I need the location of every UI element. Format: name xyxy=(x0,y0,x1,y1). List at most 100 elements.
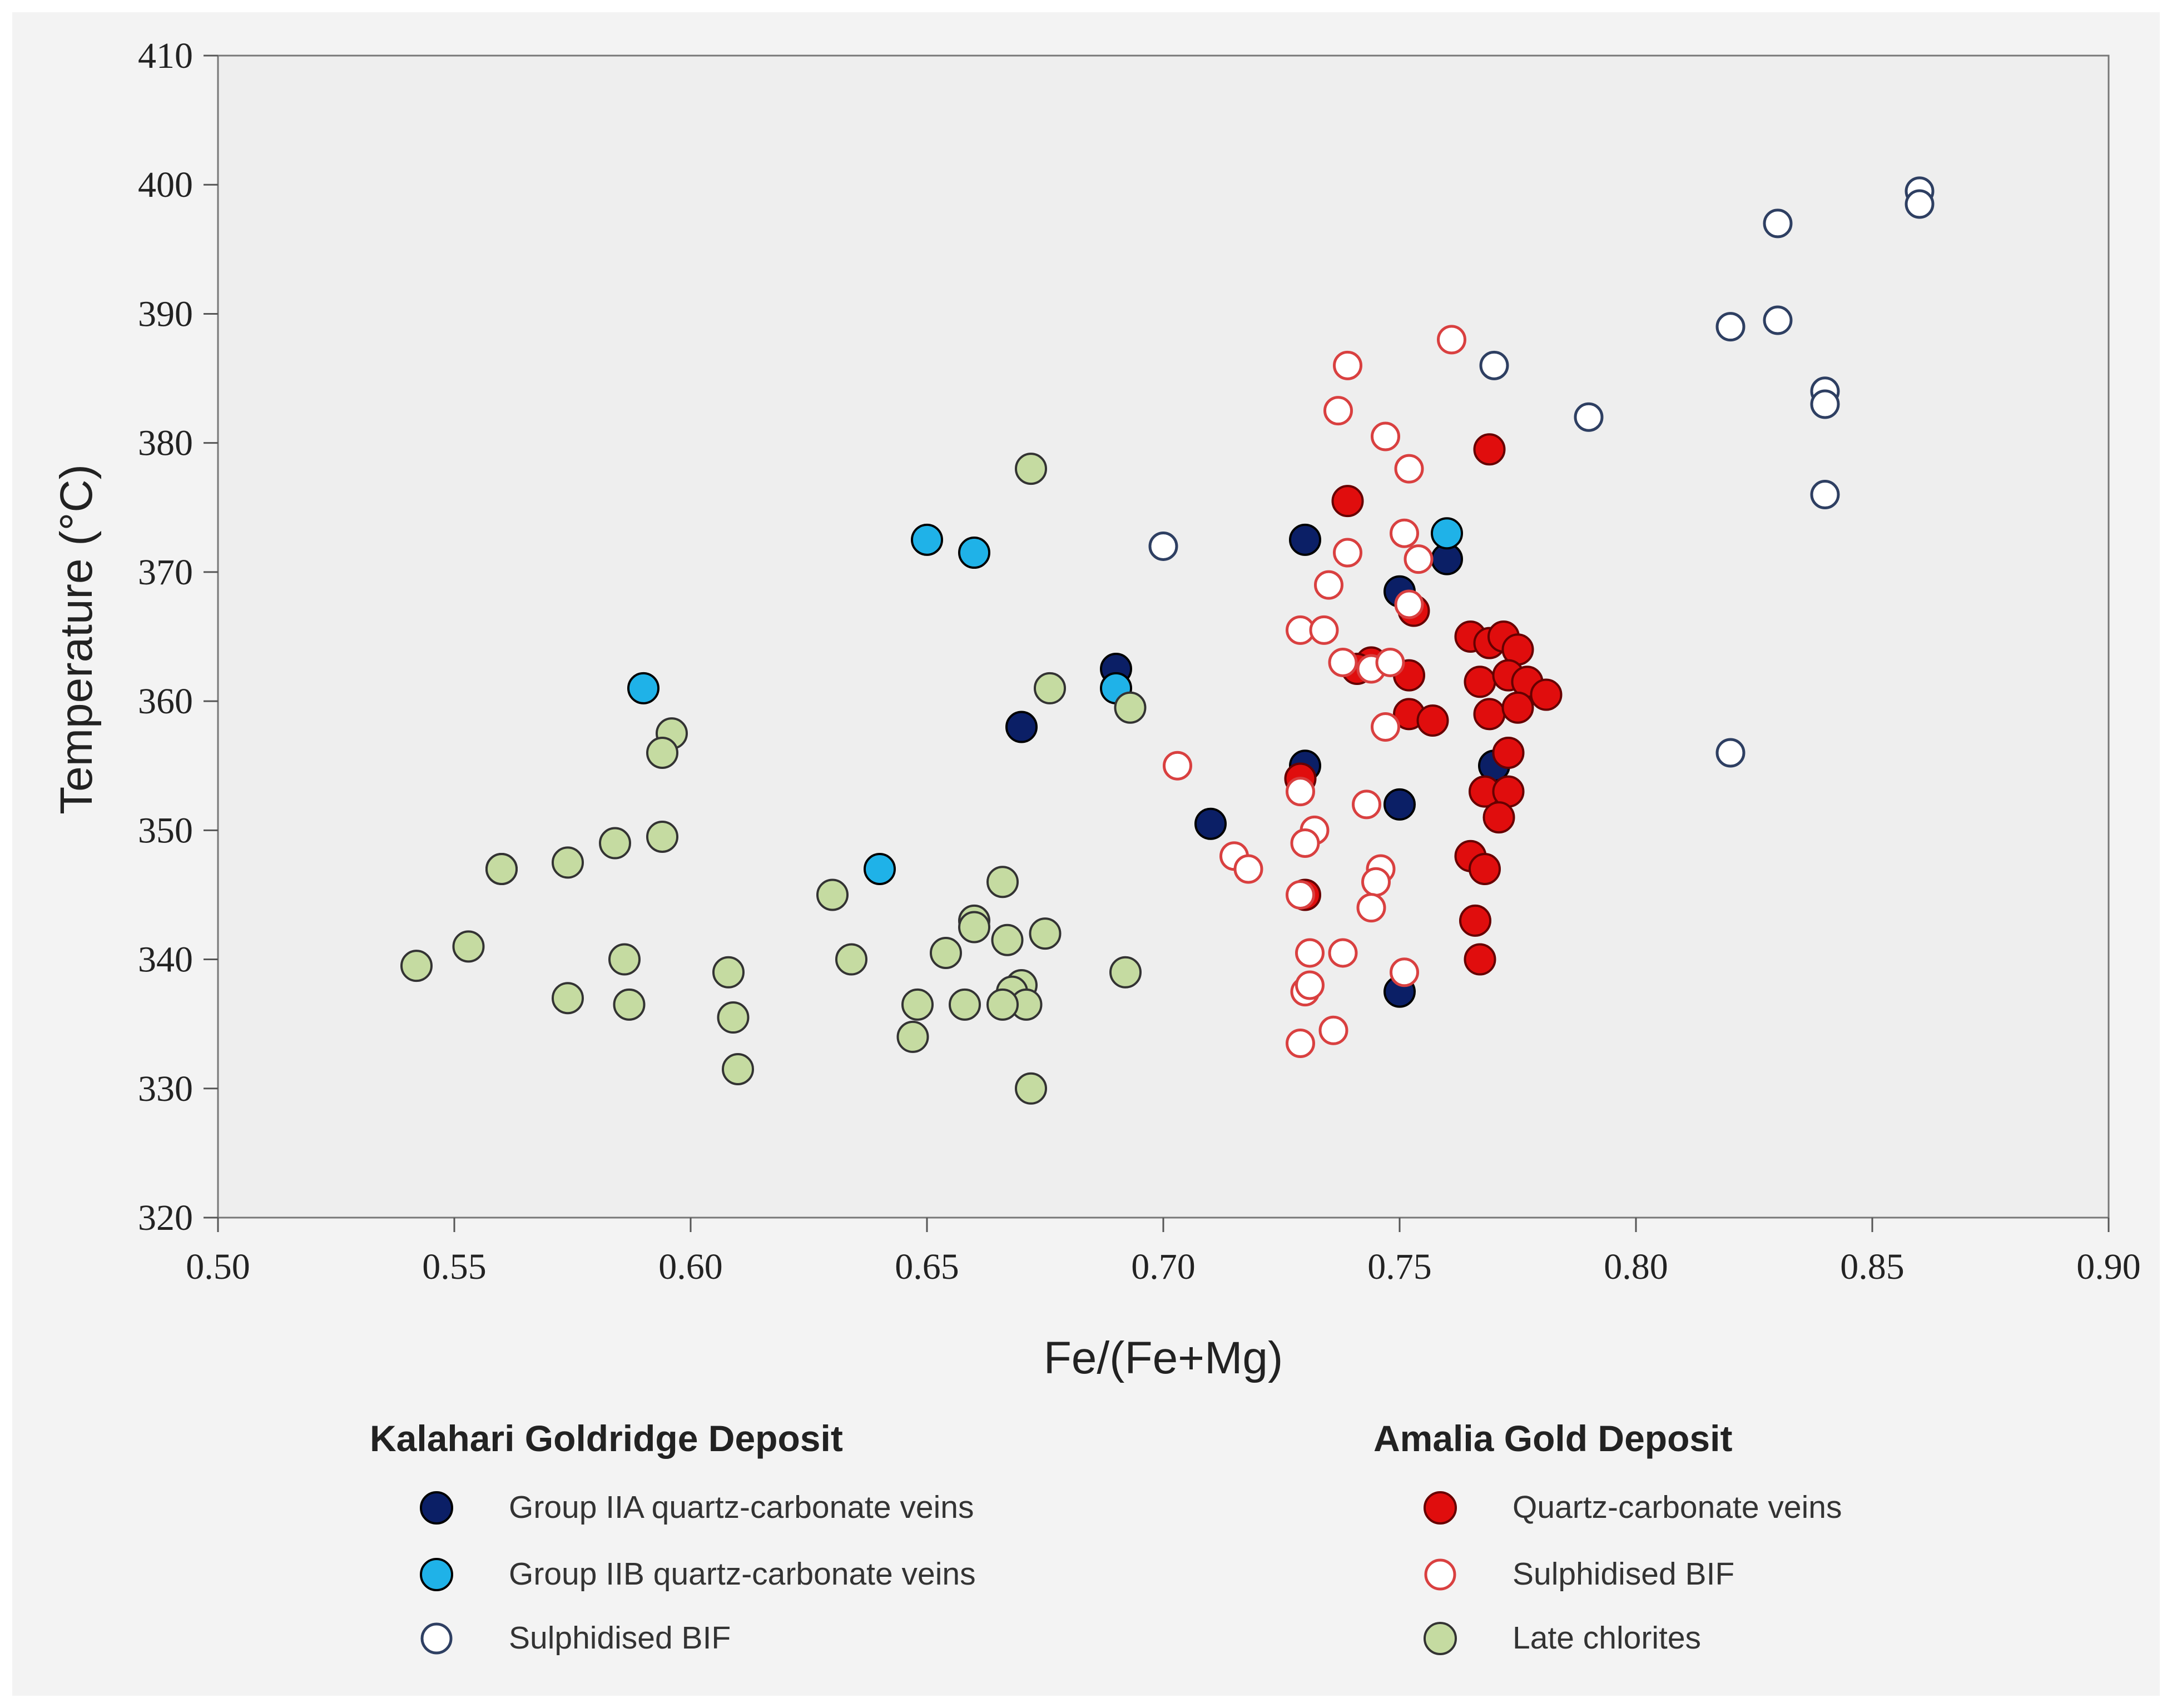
data-point xyxy=(1810,480,1840,510)
data-point xyxy=(1331,485,1364,518)
data-point xyxy=(1290,828,1320,858)
x-tick-label: 0.85 xyxy=(1840,1247,1905,1287)
data-point xyxy=(1492,737,1525,769)
data-point xyxy=(1390,518,1419,548)
data-point xyxy=(1763,305,1793,335)
legend-marker xyxy=(420,1622,453,1655)
data-point xyxy=(986,988,1019,1021)
data-point xyxy=(1464,666,1496,698)
data-point xyxy=(1479,350,1509,380)
data-point xyxy=(1109,956,1142,989)
data-point xyxy=(1333,350,1362,380)
data-point xyxy=(1383,788,1416,821)
data-point xyxy=(1015,1072,1047,1105)
y-tick-label: 390 xyxy=(138,294,193,334)
y-tick-label: 350 xyxy=(138,810,193,851)
legend-label: Late chlorites xyxy=(1513,1620,1701,1656)
data-point xyxy=(835,943,867,976)
data-point xyxy=(1328,647,1358,677)
data-point xyxy=(1459,904,1491,937)
data-point xyxy=(452,930,485,963)
data-point xyxy=(1015,453,1047,485)
data-point xyxy=(717,1001,750,1034)
data-point xyxy=(400,950,433,982)
data-point xyxy=(1029,917,1062,950)
data-point xyxy=(1318,1015,1348,1045)
data-point xyxy=(986,866,1019,898)
data-point xyxy=(1194,807,1227,840)
data-point xyxy=(1715,312,1745,342)
y-tick-label: 330 xyxy=(138,1069,193,1109)
x-tick-label: 0.90 xyxy=(2076,1247,2141,1287)
data-point xyxy=(816,878,849,911)
data-point xyxy=(1810,389,1840,419)
data-point xyxy=(1464,943,1496,976)
data-point xyxy=(627,672,659,704)
y-tick-label: 400 xyxy=(138,165,193,205)
data-point xyxy=(896,1020,929,1053)
legend-marker xyxy=(1424,1491,1457,1525)
data-point xyxy=(1404,544,1434,574)
x-tick-label: 0.75 xyxy=(1367,1247,1432,1287)
data-point xyxy=(1356,893,1386,923)
series-amalia-gold-deposit-sulphidised-bif xyxy=(1163,325,1466,1058)
x-tick-label: 0.80 xyxy=(1604,1247,1668,1287)
data-point xyxy=(722,1052,754,1085)
y-tick-label: 370 xyxy=(138,552,193,593)
data-point xyxy=(1530,678,1563,711)
y-tick-label: 410 xyxy=(138,36,193,76)
data-point xyxy=(1286,880,1315,910)
y-axis-title: Temperature (°C) xyxy=(51,464,102,815)
data-point xyxy=(991,923,1024,956)
y-tick-label: 380 xyxy=(138,423,193,464)
data-point xyxy=(552,982,584,1015)
x-tick-label: 0.50 xyxy=(186,1247,250,1287)
data-point xyxy=(1375,647,1405,677)
data-point xyxy=(949,988,981,1021)
legend-label: Sulphidised BIF xyxy=(1513,1556,1734,1592)
series-amalia-gold-deposit-late-chlorites xyxy=(400,453,1147,1105)
data-point xyxy=(911,523,943,556)
plot-area xyxy=(217,54,2110,1219)
data-point xyxy=(1034,672,1066,704)
data-point xyxy=(1416,704,1449,737)
x-tick-label: 0.60 xyxy=(658,1247,723,1287)
data-point xyxy=(1905,189,1935,219)
y-tick-label: 360 xyxy=(138,681,193,722)
data-point xyxy=(1473,433,1506,466)
axes: 0.50 0.55 0.60 0.65 0.70 0.75 0.80 0.85 0.90 320 3… xyxy=(138,36,2141,1287)
legend-label: Sulphidised BIF xyxy=(509,1620,731,1656)
data-point xyxy=(1371,712,1400,742)
x-tick-label: 0.70 xyxy=(1131,1247,1196,1287)
data-point xyxy=(901,988,934,1021)
legend-heading: Kalahari Goldridge Deposit xyxy=(370,1418,843,1459)
data-point xyxy=(1501,691,1534,724)
data-point xyxy=(1233,854,1263,884)
data-point xyxy=(1314,570,1343,600)
y-tick-label: 320 xyxy=(138,1198,193,1238)
legend-label: Group IIB quartz-carbonate veins xyxy=(509,1556,976,1592)
data-point xyxy=(646,820,678,853)
data-point xyxy=(1390,957,1419,987)
legend-marker xyxy=(1424,1622,1457,1655)
data-point xyxy=(1394,589,1424,619)
series-kalahari-goldridge-deposit-sulphidised-bif xyxy=(1148,176,1935,768)
data-points xyxy=(400,176,1935,1105)
data-point xyxy=(1473,698,1506,731)
data-point xyxy=(1295,970,1325,1000)
data-point xyxy=(1148,531,1178,561)
data-point xyxy=(1371,421,1400,451)
legend-marker xyxy=(1424,1558,1456,1591)
data-point xyxy=(1114,691,1147,724)
x-axis-title: Fe/(Fe+Mg) xyxy=(1044,1333,1283,1383)
data-point xyxy=(485,853,518,885)
data-point xyxy=(1005,711,1038,743)
data-point xyxy=(1431,517,1463,550)
data-point xyxy=(1323,396,1353,426)
data-point xyxy=(1482,801,1515,834)
data-point xyxy=(864,853,896,885)
data-point xyxy=(930,936,962,969)
data-point xyxy=(712,956,745,989)
data-point xyxy=(1289,523,1321,556)
